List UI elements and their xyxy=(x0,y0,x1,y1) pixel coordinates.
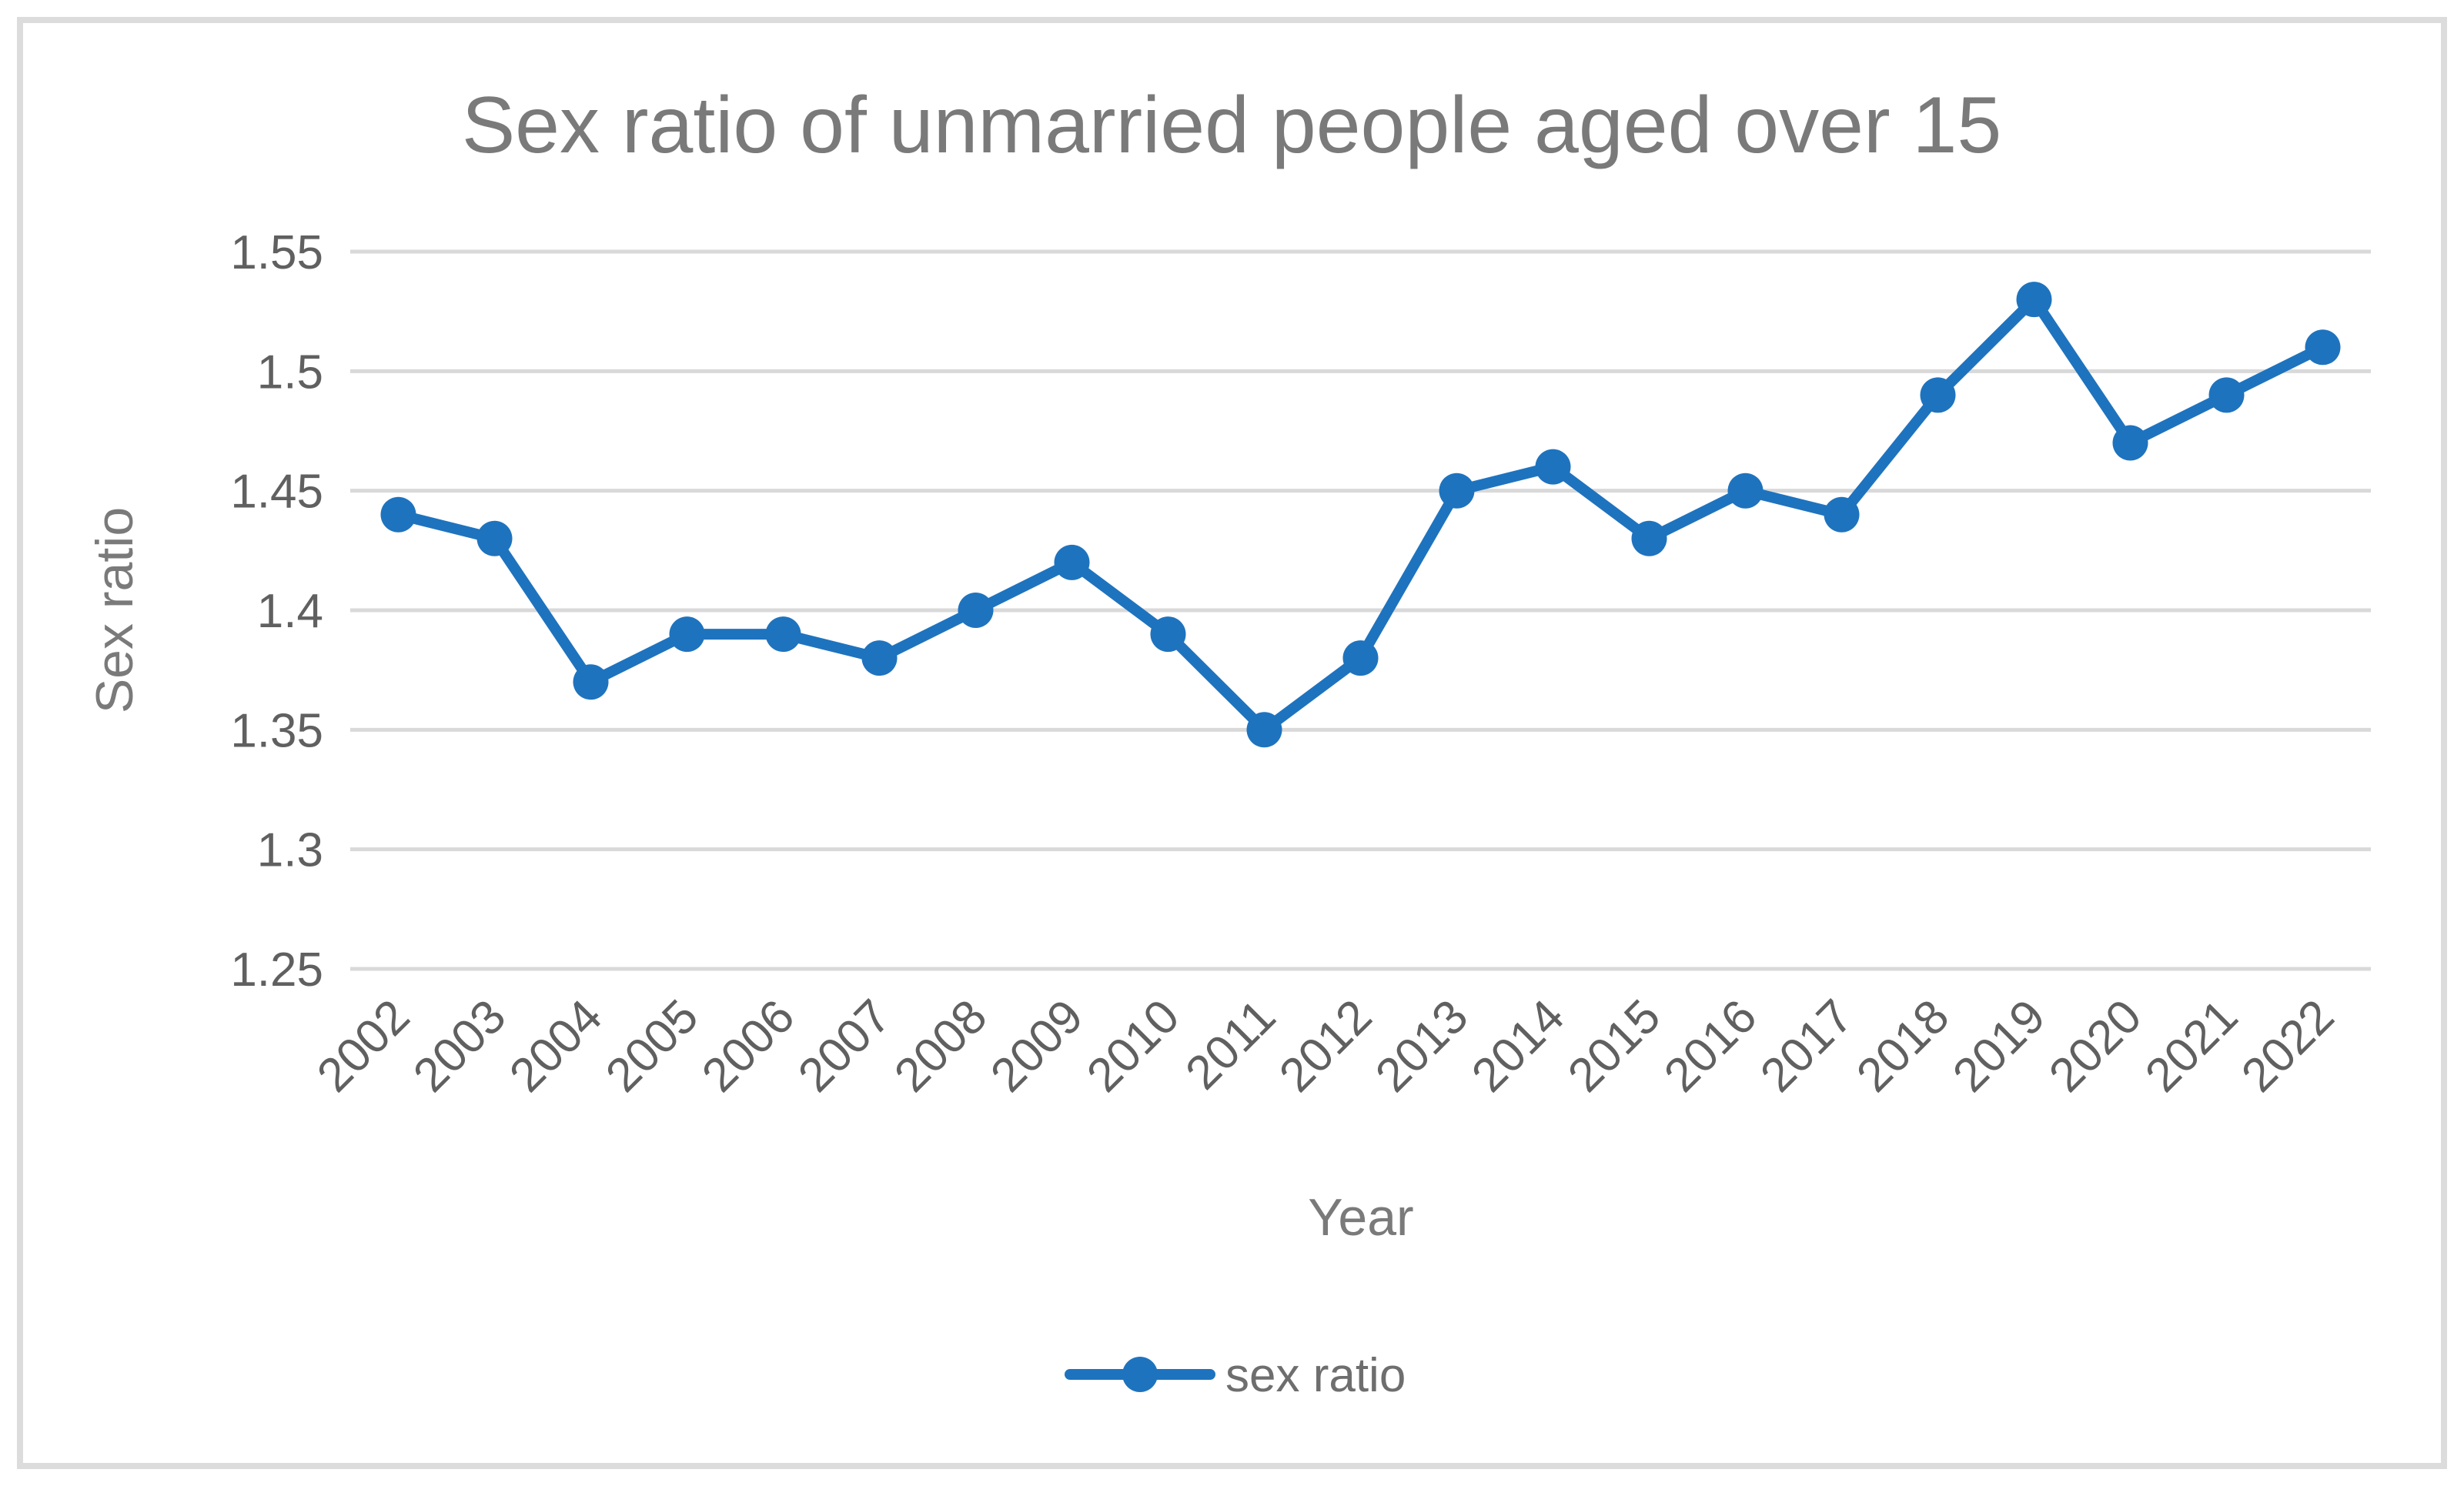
y-axis-tick-labels: 1.55 1.5 1.45 1.4 1.35 1.3 1.25 xyxy=(230,226,323,997)
x-tick-label: 2018 xyxy=(1847,990,1959,1102)
data-point-2008 xyxy=(958,593,994,628)
x-tick-label: 2013 xyxy=(1366,990,1478,1102)
data-point-2020 xyxy=(2112,425,2148,461)
gridlines xyxy=(350,249,2371,971)
series-markers xyxy=(380,282,2341,748)
y-tick-label: 1.25 xyxy=(230,943,323,997)
data-point-2010 xyxy=(1150,616,1186,653)
legend-label: sex ratio xyxy=(1225,1349,1406,1402)
data-point-2004 xyxy=(573,664,609,700)
y-tick-label: 1.45 xyxy=(230,466,323,519)
data-point-2021 xyxy=(2208,377,2245,413)
x-tick-label: 2016 xyxy=(1654,990,1767,1102)
x-tick-label: 2014 xyxy=(1462,990,1574,1102)
x-tick-label: 2012 xyxy=(1269,990,1382,1102)
y-tick-label: 1.5 xyxy=(257,346,323,399)
y-tick-label: 1.35 xyxy=(230,704,323,757)
x-axis-title: Year xyxy=(1308,1188,1413,1247)
x-tick-label: 2002 xyxy=(307,990,420,1102)
data-point-2013 xyxy=(1439,473,1475,509)
x-tick-label: 2007 xyxy=(788,990,901,1102)
data-point-2006 xyxy=(765,616,801,653)
y-tick-label: 1.55 xyxy=(230,226,323,279)
data-point-2014 xyxy=(1535,449,1571,485)
x-tick-label: 2008 xyxy=(884,990,997,1102)
data-point-2022 xyxy=(2305,329,2341,366)
x-tick-label: 2011 xyxy=(1175,990,1285,1100)
x-tick-label: 2017 xyxy=(1750,990,1863,1102)
x-tick-label: 2006 xyxy=(692,990,804,1102)
x-tick-label: 2010 xyxy=(1077,990,1189,1102)
x-tick-label: 2021 xyxy=(2135,990,2248,1102)
x-tick-label: 2015 xyxy=(1558,990,1670,1102)
legend-marker-icon xyxy=(1122,1357,1158,1392)
data-point-2011 xyxy=(1246,712,1282,748)
x-tick-label: 2003 xyxy=(403,990,516,1102)
data-point-2015 xyxy=(1631,520,1667,556)
figure-border xyxy=(17,17,2447,1469)
x-tick-label: 2020 xyxy=(2039,990,2151,1102)
data-point-2003 xyxy=(476,520,513,556)
x-tick-label: 2022 xyxy=(2232,990,2344,1102)
x-tick-label: 2009 xyxy=(981,990,1093,1102)
x-tick-label: 2004 xyxy=(500,990,612,1102)
chart-title: Sex ratio of unmarried people aged over … xyxy=(462,81,2001,170)
data-point-2007 xyxy=(861,640,898,676)
data-point-2002 xyxy=(380,496,416,533)
data-point-2018 xyxy=(1920,377,1956,413)
x-tick-label: 2019 xyxy=(1943,990,2055,1102)
data-point-2005 xyxy=(669,616,705,653)
data-point-2016 xyxy=(1727,473,1764,509)
y-tick-label: 1.4 xyxy=(257,585,323,638)
data-point-2019 xyxy=(2016,282,2052,318)
x-tick-label: 2005 xyxy=(596,990,708,1102)
y-tick-label: 1.3 xyxy=(257,824,323,877)
data-point-2009 xyxy=(1054,544,1090,580)
y-axis-title: Sex ratio xyxy=(85,507,144,713)
data-point-2017 xyxy=(1824,496,1860,533)
x-axis-tick-labels: 2002200320042005200620072008200920102011… xyxy=(307,990,2344,1102)
legend: sex ratio xyxy=(1065,1349,1406,1402)
data-point-2012 xyxy=(1342,640,1379,676)
